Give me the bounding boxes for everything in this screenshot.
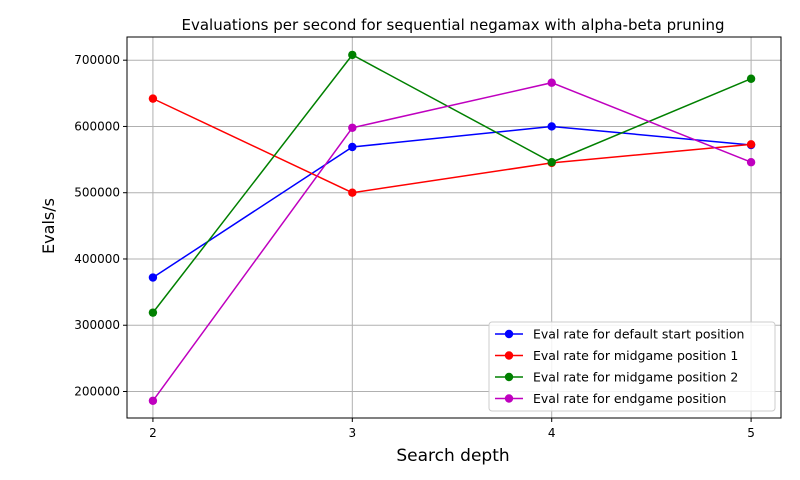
x-tick-label: 5 xyxy=(747,426,755,440)
legend-item: Eval rate for midgame position 1 xyxy=(495,348,738,363)
y-tick-label: 400000 xyxy=(74,252,120,266)
legend-label: Eval rate for default start position xyxy=(533,327,744,342)
x-tick-label: 3 xyxy=(348,426,356,440)
data-point xyxy=(148,273,158,282)
y-tick-label: 200000 xyxy=(74,384,120,398)
data-point xyxy=(746,140,756,149)
x-tick-label: 4 xyxy=(548,426,556,440)
legend-item: Eval rate for default start position xyxy=(495,327,744,342)
legend: Eval rate for default start position Eval… xyxy=(488,321,776,412)
data-point xyxy=(348,50,357,60)
grid-lines xyxy=(127,37,781,418)
x-tick-label: 2 xyxy=(149,426,157,440)
data-point xyxy=(547,78,556,87)
data-point xyxy=(148,94,158,103)
data-point xyxy=(148,396,158,405)
legend-marker xyxy=(504,372,514,382)
series-4 xyxy=(148,78,756,405)
y-axis-label: Evals/s xyxy=(39,198,58,254)
data-point xyxy=(547,158,556,167)
data-point xyxy=(348,188,357,197)
legend-box xyxy=(488,321,776,412)
y-tick-label: 700000 xyxy=(74,53,120,67)
legend-item: Eval rate for midgame position 2 xyxy=(495,370,738,385)
data-point xyxy=(148,308,158,317)
series-2 xyxy=(148,94,756,197)
y-tick-label: 300000 xyxy=(74,318,120,332)
legend-item: Eval rate for endgame position xyxy=(495,391,726,406)
data-point xyxy=(746,74,756,83)
data-point xyxy=(547,122,556,131)
data-point xyxy=(348,123,357,132)
series-1 xyxy=(148,122,756,282)
legend-label: Eval rate for midgame position 1 xyxy=(533,348,738,363)
series-group xyxy=(148,50,756,405)
chart-title: Evaluations per second for sequential ne… xyxy=(181,16,724,34)
legend-marker xyxy=(504,394,514,403)
legend-label: Eval rate for midgame position 2 xyxy=(533,370,738,385)
data-point xyxy=(348,142,357,152)
series-3 xyxy=(148,50,756,317)
y-tick-label: 600000 xyxy=(74,119,120,133)
y-tick-label: 500000 xyxy=(74,186,120,200)
y-axis-ticks: 200000 300000 400000 500000 600000 700000 xyxy=(74,53,127,398)
x-axis-label: Search depth xyxy=(396,446,509,466)
x-axis-ticks: 2 3 4 5 xyxy=(149,418,755,440)
series-line xyxy=(152,81,752,402)
legend-marker xyxy=(504,351,514,360)
data-point xyxy=(746,158,756,167)
series-line xyxy=(152,53,752,314)
legend-marker xyxy=(504,329,514,339)
plot-area-frame xyxy=(126,36,782,419)
series-line xyxy=(152,125,752,279)
series-line xyxy=(152,97,752,194)
legend-label: Eval rate for endgame position xyxy=(533,391,726,406)
